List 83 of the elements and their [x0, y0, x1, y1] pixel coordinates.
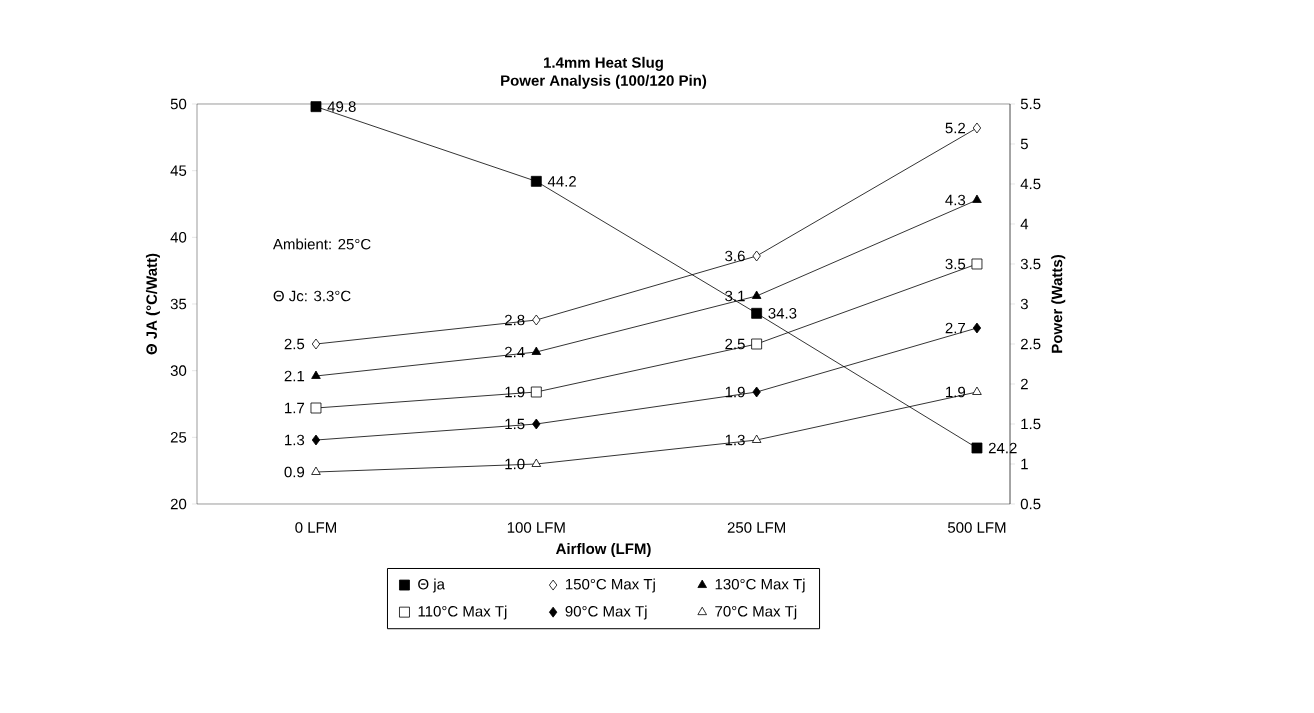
data-label: 44.2 [547, 176, 576, 187]
point [311, 466, 321, 475]
data-label: 1.0 [505, 458, 525, 470]
chart-title: 1.4mm Heat Slug [544, 56, 663, 71]
point [971, 442, 983, 454]
data-label: 1.9 [725, 386, 745, 398]
data-label: 1.3 [285, 434, 305, 446]
point [311, 338, 321, 350]
data-label: 4.3 [945, 194, 966, 206]
legend-label: 150°C Max Tj [566, 578, 655, 593]
legend-label: 70°C Max Tj [715, 605, 797, 620]
point [971, 258, 983, 270]
data-label: 2.7 [945, 322, 966, 334]
x-tick-label: 500 LFM [947, 522, 1006, 533]
data-label: 24.2 [988, 442, 1017, 454]
point [972, 122, 982, 134]
legend-label: 90°C Max Tj [565, 605, 647, 620]
y-tick-label: 35 [170, 298, 187, 310]
data-label: 2.8 [505, 314, 525, 326]
point [751, 338, 763, 350]
y-tick-label: 20 [170, 498, 187, 510]
data-label: 1.3 [725, 434, 745, 446]
point [311, 434, 321, 446]
data-label: 2.5 [284, 338, 305, 350]
y-tick-label: 45 [170, 165, 187, 176]
y-tick-label: 40 [170, 232, 187, 243]
x-tick-label: 0 LFM [295, 522, 336, 533]
y2-tick-label: 4.5 [1020, 178, 1041, 190]
y2-tick-label: 5.5 [1020, 98, 1041, 110]
y2-tick-label: 3.5 [1020, 258, 1041, 270]
y2-tick-label: 3 [1020, 298, 1028, 310]
data-label: 49.8 [327, 101, 356, 112]
y-tick-label: 50 [170, 98, 187, 110]
chart-subtitle: Power Analysis (100/120 Pin) [501, 74, 707, 89]
legend-label: 110°C Max Tj [418, 605, 507, 620]
point [530, 175, 542, 187]
y-tick-label: 30 [170, 365, 187, 376]
x-tick-label: 250 LFM [727, 522, 785, 533]
data-label: 2.5 [725, 338, 745, 350]
point [972, 194, 982, 203]
y-axis-title: Θ JA (°C/Watt) [145, 253, 160, 355]
point [530, 386, 542, 398]
y2-tick-label: 4 [1020, 218, 1029, 230]
legend-label: Θ ja [418, 578, 445, 593]
y-tick-label: 25 [170, 432, 187, 443]
point [311, 370, 321, 379]
y2-axis-title: Power (Watts) [1051, 255, 1066, 353]
y2-tick-label: 5 [1020, 138, 1028, 150]
y2-tick-label: 0.5 [1020, 498, 1041, 510]
point [972, 386, 982, 395]
point [532, 314, 541, 326]
y2-tick-label: 2 [1020, 378, 1028, 390]
point [751, 307, 763, 319]
point [531, 458, 542, 467]
y2-tick-label: 1 [1021, 458, 1028, 470]
legend-label: 130°C Max Tj [715, 578, 805, 593]
data-label: 2.1 [284, 370, 305, 382]
x-axis-title: Airflow (LFM) [555, 543, 651, 557]
y2-tick-label: 1.5 [1021, 418, 1041, 430]
data-label: 1.5 [505, 418, 525, 430]
annotation: Ambient: 25°C [272, 238, 371, 250]
x-tick-label: 100 LFM [507, 522, 565, 533]
point [531, 346, 542, 355]
point [751, 290, 762, 299]
point [752, 250, 761, 262]
data-label: 5.2 [945, 122, 966, 134]
data-label: 3.1 [725, 290, 745, 302]
point [310, 402, 322, 414]
data-label: 1.7 [285, 402, 305, 414]
y2-tick-label: 2.5 [1020, 338, 1041, 350]
point [751, 434, 762, 443]
data-label: 3.5 [945, 258, 966, 270]
data-label: 3.6 [725, 250, 745, 262]
point [532, 418, 541, 430]
data-label: 2.4 [505, 346, 525, 358]
data-label: 1.9 [946, 386, 966, 398]
data-label: 1.9 [505, 386, 525, 398]
data-label: 0.9 [284, 466, 305, 478]
annotation: Θ Jc: 3.3°C [273, 290, 351, 302]
point [972, 322, 982, 334]
point [310, 101, 322, 113]
data-label: 34.3 [768, 308, 797, 319]
point [752, 386, 761, 398]
